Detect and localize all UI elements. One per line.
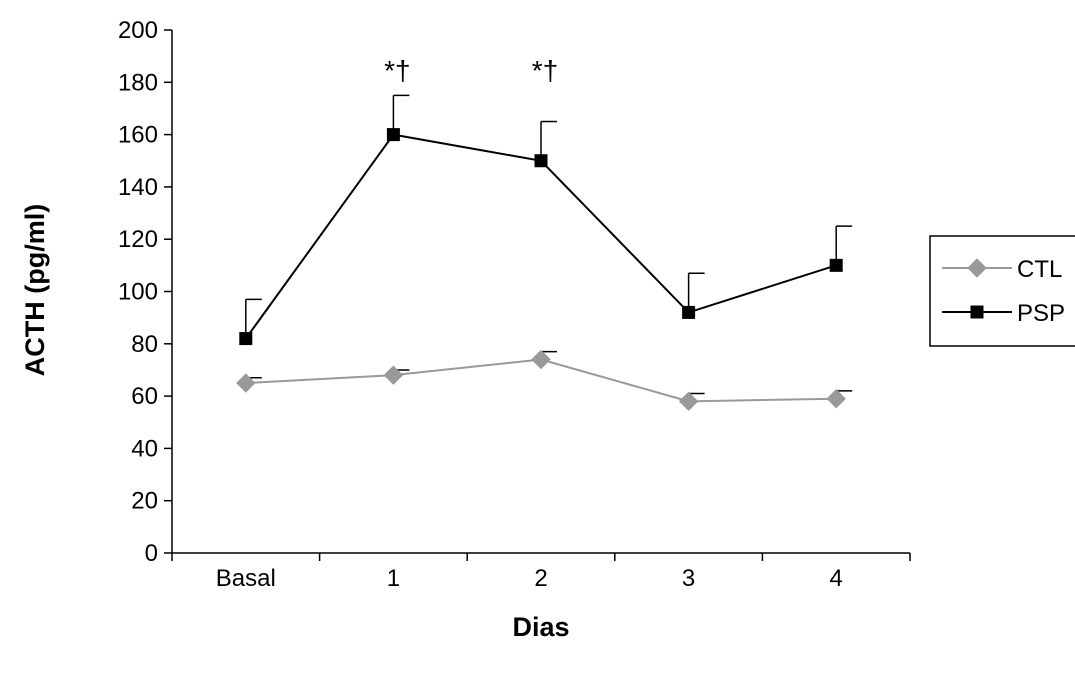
x-tick-label: 3	[682, 565, 695, 592]
point-ctl	[678, 391, 699, 412]
y-tick-label: 0	[145, 540, 158, 567]
point-ctl	[383, 365, 404, 385]
y-tick-label: 140	[118, 174, 158, 201]
series-psp	[239, 94, 853, 346]
point-psp	[682, 305, 696, 319]
y-tick-label: 160	[118, 122, 158, 149]
x-tick-label: 1	[387, 565, 400, 592]
legend-marker-ctl	[967, 258, 987, 278]
series-ctl	[236, 349, 853, 412]
y-tick-label: 120	[118, 226, 158, 253]
y-tick-label: 40	[131, 435, 158, 462]
point-psp	[386, 128, 400, 142]
legend: CTL PSP	[929, 235, 1075, 347]
point-psp	[829, 258, 843, 272]
y-tick-label: 180	[118, 69, 158, 96]
y-tick-label: 60	[131, 383, 158, 410]
x-tick-label: Basal	[216, 565, 276, 592]
legend-label-ctl: CTL	[1017, 256, 1062, 283]
x-tick-label: 2	[534, 565, 547, 592]
x-tick-label: 4	[830, 565, 843, 592]
y-tick-label: 20	[131, 488, 158, 515]
axes	[171, 30, 910, 554]
legend-marker-psp	[970, 305, 984, 319]
point-psp	[239, 332, 253, 346]
x-ticks: Basal 1 2 3 4	[171, 553, 911, 592]
x-axis-title: Dias	[512, 612, 569, 642]
legend-box	[929, 235, 1075, 347]
y-tick-label: 80	[131, 331, 158, 358]
y-tick-label: 100	[118, 279, 158, 306]
y-tick-label: 200	[118, 17, 158, 44]
significance-annotation: *†	[532, 55, 558, 86]
y-axis-title: ACTH (pg/ml)	[20, 204, 50, 376]
y-ticks: 0 20 40 60 80 100 120 140 160 180 200	[118, 17, 172, 567]
point-ctl	[826, 389, 846, 409]
point-ctl	[531, 349, 551, 370]
series-layer	[236, 94, 853, 412]
point-ctl	[236, 373, 256, 393]
significance-annotation: *†	[384, 55, 410, 86]
point-psp	[534, 154, 548, 168]
legend-label-psp: PSP	[1017, 300, 1065, 327]
annotations: *† *†	[384, 55, 558, 86]
